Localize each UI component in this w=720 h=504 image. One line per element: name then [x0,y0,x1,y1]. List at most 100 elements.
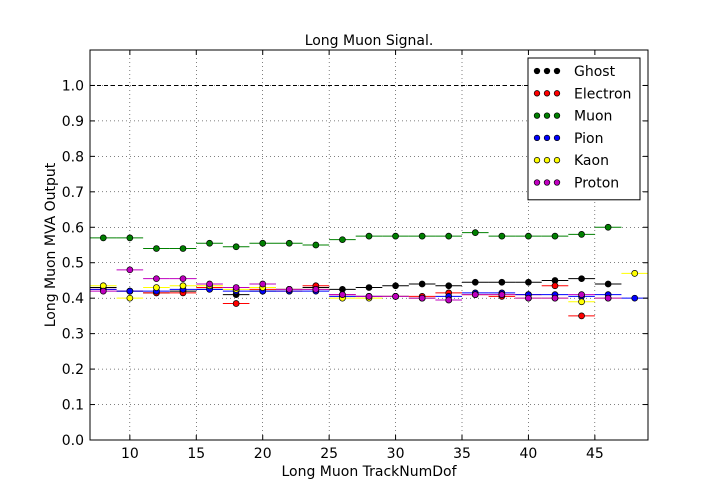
legend-marker [543,90,551,97]
data-point [578,298,585,306]
legend-marker [533,67,541,75]
data-point [498,232,506,240]
legend-label: Muon [574,109,612,125]
data-point [578,312,585,320]
legend-marker [533,157,541,164]
series-layer [90,223,648,320]
y-tick-label: 0.4 [62,291,84,307]
data-point [126,294,134,302]
legend-marker [553,67,561,75]
axis-ticks: 10 15 20 25 30 35 40 45 0.0 0.1 0.2 0.3 0.4 0.5 0.6 0.7… [62,50,648,462]
legend-marker [553,90,561,97]
y-tick-label: 0.1 [62,398,84,414]
legend-label: Electron [574,86,631,102]
data-point [179,282,187,290]
data-point [339,291,346,298]
legend-marker [553,179,561,186]
legend: Ghost Electron Muon Pion Kaon Proton [527,57,641,201]
legend-marker [533,90,541,97]
y-tick-label: 0.6 [62,220,84,236]
data-point [551,232,559,240]
plot-frame [89,49,649,441]
x-tick-label: 20 [254,446,272,462]
chart-title: Long Muon Signal. [305,33,434,49]
x-tick-label: 25 [320,446,338,462]
data-point [392,282,399,290]
legend-item-ghost: Ghost [533,64,616,80]
data-point [259,239,267,247]
data-point [551,294,559,302]
x-tick-label: 15 [187,446,205,462]
data-point [259,280,267,288]
legend-marker [553,134,561,142]
x-tick-label: 35 [453,446,471,462]
data-point [418,280,426,288]
y-tick-label: 1.0 [62,78,84,94]
data-point [312,241,320,249]
data-point [604,294,612,302]
data-point [153,245,160,252]
series-muon [90,223,622,252]
legend-label: Kaon [574,153,609,169]
data-point [312,285,320,293]
data-point [365,293,373,300]
legend-label: Pion [574,131,603,147]
data-point [179,275,187,283]
series-proton [90,266,622,304]
legend-marker [553,157,561,164]
data-point [578,291,585,298]
x-tick-label: 45 [586,446,604,462]
y-tick-label: 0.2 [62,362,84,378]
data-point [551,282,559,290]
data-point [206,280,213,288]
data-point [525,278,532,286]
legend-marker [533,179,541,186]
legend-marker [543,157,551,164]
y-tick-label: 0.8 [62,149,84,165]
legend-marker [543,112,551,119]
data-point [471,291,479,298]
data-point [471,278,479,286]
data-point [525,294,532,302]
data-point [498,291,506,298]
y-tick-label: 0.0 [62,433,84,449]
y-tick-label: 0.5 [62,256,84,272]
x-tick-label: 40 [520,446,538,462]
data-point [392,232,399,240]
data-point [285,239,293,247]
data-point [99,287,107,295]
legend-marker [553,112,561,119]
legend-box [527,57,641,201]
data-point [631,294,639,302]
data-point [392,293,399,300]
data-point [498,278,506,286]
legend-marker [533,112,541,119]
data-point [471,229,479,236]
legend-label: Proton [574,176,619,192]
data-point [206,239,213,247]
y-axis-label: Long Muon MVA Output [43,162,59,327]
data-point [339,236,346,244]
data-point [418,232,426,240]
x-tick-label: 30 [387,446,405,462]
x-axis-label: Long Muon TrackNumDof [281,464,457,480]
data-point [365,232,373,240]
data-point [445,296,453,304]
legend-item-electron: Electron [533,86,631,102]
y-tick-label: 0.9 [62,114,84,130]
data-point [126,234,134,242]
x-tick-label: 10 [121,446,139,462]
legend-item-proton: Proton [533,176,619,192]
data-point [365,284,373,291]
legend-item-kaon: Kaon [533,153,609,169]
legend-marker [543,179,551,186]
data-point [631,270,639,277]
data-point [604,280,612,288]
data-point [418,294,426,302]
legend-label: Ghost [574,64,616,80]
legend-marker [543,134,551,142]
data-point [445,232,453,240]
data-point [179,245,187,252]
data-point [285,285,293,293]
